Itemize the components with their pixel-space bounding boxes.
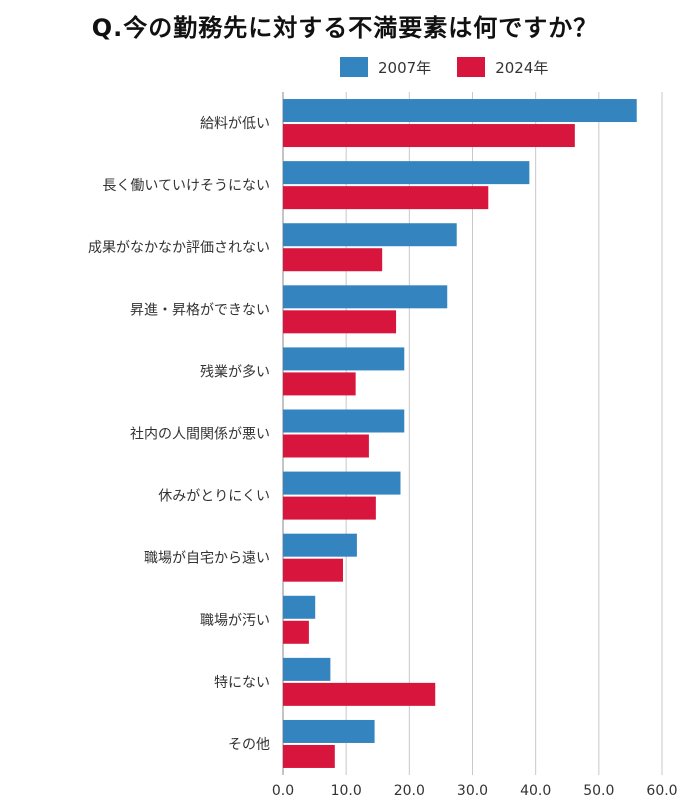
bar-2007 — [283, 409, 405, 433]
category-label: 残業が多い — [200, 363, 270, 380]
x-tick-label: 0.0 — [272, 783, 294, 799]
bar-2024 — [283, 558, 344, 582]
bar-2024 — [283, 248, 383, 272]
x-tick-label: 30.0 — [457, 783, 488, 799]
category-label: 成果がなかなか評価されない — [88, 240, 270, 256]
bar-2007 — [283, 347, 405, 371]
bar-2007 — [283, 471, 401, 495]
bar-2024 — [283, 434, 369, 458]
bar-2007 — [283, 595, 316, 619]
bar-2024 — [283, 372, 356, 396]
bar-2024 — [283, 682, 436, 706]
x-tick-label: 60.0 — [646, 783, 677, 799]
category-label: 特にない — [214, 675, 270, 691]
bar-2007 — [283, 285, 448, 309]
bar-2024 — [283, 620, 309, 644]
bar-2024 — [283, 124, 575, 148]
bar-2007 — [283, 533, 357, 557]
legend-swatch-2024 — [457, 57, 486, 77]
x-tick-label: 40.0 — [520, 783, 551, 799]
category-label: 職場が自宅から遠い — [144, 551, 270, 567]
chart-title: Q.今の勤務先に対する不満要素は何ですか？ — [91, 14, 599, 42]
category-label: 職場が汚い — [200, 613, 270, 629]
bar-2007 — [283, 223, 457, 247]
bar-2024 — [283, 310, 397, 334]
category-label: 昇進・昇格ができない — [130, 302, 270, 318]
legend-label-2024: 2024年 — [495, 58, 549, 77]
bar-2024 — [283, 496, 376, 520]
legend-label-2007: 2007年 — [378, 58, 432, 77]
bar-2007 — [283, 99, 637, 123]
legend-swatch-2007 — [340, 57, 368, 77]
category-label: 給料が低い — [200, 116, 270, 132]
bar-2007 — [283, 719, 375, 743]
chart-legend: 2007年 2024年 — [340, 54, 574, 80]
bar-2024 — [283, 744, 335, 768]
bar-2007 — [283, 657, 331, 681]
category-label: 休みがとりにくい — [158, 489, 270, 505]
legend-item-2007: 2007年 — [340, 57, 431, 78]
x-tick-label: 50.0 — [583, 783, 614, 799]
category-label: その他 — [228, 737, 270, 753]
legend-item-2024: 2024年 — [457, 57, 548, 78]
category-label: 社内の人間関係が悪い — [130, 427, 270, 443]
category-label: 長く働いていけそうにない — [102, 178, 270, 194]
x-tick-label: 10.0 — [331, 783, 362, 799]
x-tick-label: 20.0 — [394, 783, 425, 799]
bar-2007 — [283, 161, 530, 185]
bar-2024 — [283, 186, 489, 210]
